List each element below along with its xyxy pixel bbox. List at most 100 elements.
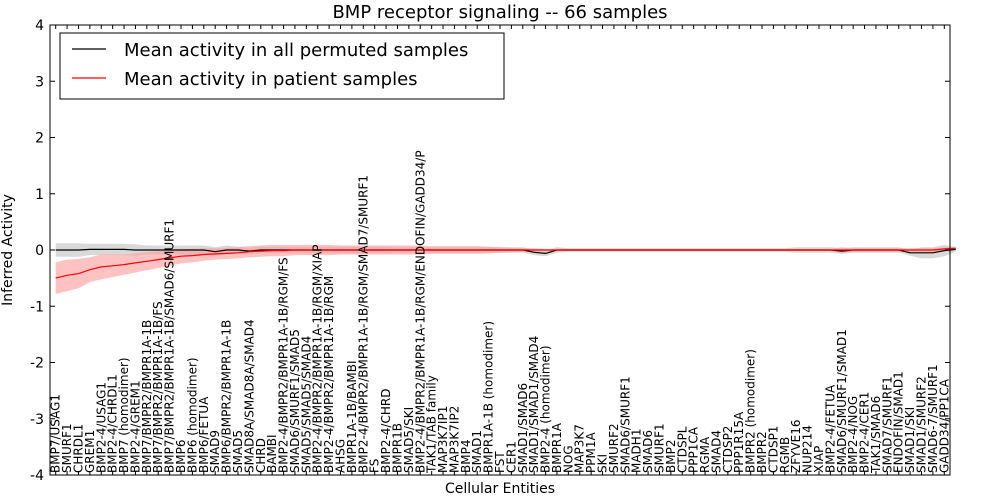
x-tick-label: BMP2-4/NOG [846, 396, 860, 473]
x-tick-label: TAK1/TAB family [425, 375, 439, 474]
x-tick-label: MAP3K7 [573, 424, 587, 473]
y-tick-label: -2 [30, 356, 44, 372]
x-tick-label: BMP6 (homodimer) [185, 357, 199, 473]
y-tick-label: -3 [30, 412, 44, 428]
x-tick-label: FS [368, 459, 382, 473]
x-tick-label: RGMA [698, 436, 712, 473]
legend: Mean activity in all permuted samples Me… [59, 32, 505, 100]
legend-label-permuted: Mean activity in all permuted samples [124, 40, 468, 61]
x-tick-label: SMAD6 [641, 430, 655, 473]
x-tick-label: SMURF1 [60, 423, 74, 473]
x-tick-label: MAP3K7IP2 [447, 406, 461, 473]
x-tick-label: BMP2-4/USAG1 [94, 382, 108, 473]
x-tick-label: SMAD5/SMAD5/SMAD4 [299, 336, 313, 473]
y-tick-label: 2 [35, 131, 44, 147]
x-tick-label: GREM1 [83, 430, 97, 473]
x-tick-label: SMURF1 [653, 423, 667, 473]
x-tick-label: SMAD1/SMAD1/SMAD4 [527, 336, 541, 473]
x-tick-label: AHSG [334, 439, 348, 473]
x-tick-label: NUP214 [801, 425, 815, 473]
x-tick-label: BMPR1A-1B/BAMBI [345, 360, 359, 473]
x-tick-label: BMPR2 [755, 431, 769, 473]
x-tick-label: BMP2-4/BMPR2/BMPR1A-1B/RGM/XIAP [311, 244, 325, 473]
x-tick-label: CTDSP1 [766, 426, 780, 473]
x-tick-label: BMP6/FETUA [197, 396, 211, 473]
x-tick-label: TAK1/SMAD6 [869, 396, 883, 474]
x-tick-label: SMAD8A/SMAD8A/SMAD4 [242, 319, 256, 473]
x-tick-label: MADH1 [630, 429, 644, 473]
x-tick-label: BAMBI [265, 434, 279, 473]
x-tick-label: SMAD6/SMURF1/SMAD1 [835, 329, 849, 473]
y-axis: -4 -3 -2 -1 0 1 2 3 4 [30, 18, 950, 484]
x-tick-label: CHRDL1 [72, 424, 86, 473]
x-tick-label: SMAD6/SMURF1/SMAD5 [288, 329, 302, 473]
x-tick-label: SMAD1 [470, 430, 484, 473]
y-tick-label: 0 [35, 243, 44, 259]
x-tick-label: BMP7/BMPR2/BMPR1A-1B [140, 320, 154, 473]
x-tick-label: PPP1R15A [732, 411, 746, 473]
x-tick-label: SMAD1/SKI [903, 407, 917, 473]
x-tick-label: SMURF2 [607, 423, 621, 473]
x-tick-label: BMP6 [174, 440, 188, 473]
x-tick-label: SMAD5 [231, 430, 245, 473]
y-tick-label: -4 [30, 468, 44, 484]
x-tick-label: MAP3K7IP1 [436, 406, 450, 473]
y-tick-label: 1 [35, 187, 44, 203]
confidence-bands [55, 243, 956, 294]
x-tick-label: BMP2-4/BMPR2/BMPR1A-1B/RGM/FS [277, 257, 291, 473]
x-tick-label: BMP2-4/BMPR2/BMPR1A-1B/RGM/ENDOFIN/GADD3… [413, 150, 427, 473]
x-tick-label: BMP7 (homodimer) [117, 357, 131, 473]
x-tick-label: SMAD4 [710, 430, 724, 473]
x-tick-label: CTDSP2 [721, 426, 735, 473]
x-tick-label: BMP2-4/CHRDL1 [106, 374, 120, 473]
x-tick-label: ZFYVE16 [789, 419, 803, 473]
x-tick-label: SMAD5/SKI [402, 407, 416, 473]
x-tick-label: BMP2-4/CHRD [379, 389, 393, 473]
y-tick-label: 3 [35, 74, 44, 90]
x-tick-label: BMP6/BMPR2/BMPR1A-1B [220, 320, 234, 473]
x-tick-label: CTDSPL [675, 426, 689, 473]
x-tick-label: BMP2-4/CER1 [858, 392, 872, 473]
x-tick-label: SMAD1/SMURF2 [915, 376, 929, 473]
x-tick-label: SMAD6-7/SMURF1 [926, 364, 940, 473]
x-tick-label: SMAD6/SMURF1 [618, 376, 632, 473]
x-tick-label: BMP7/BMPR2/BMPR1A-1B/SMAD6/SMURF1 [163, 219, 177, 473]
x-tick-label: BMP7/BMPR2/BMPR1A-1B/FS [151, 301, 165, 473]
y-tick-label: -1 [30, 299, 44, 315]
x-tick-label: FST [493, 451, 507, 473]
x-tick-label: SMAD9 [208, 430, 222, 473]
x-tick-label: BMPR1A-1B (homodimer) [482, 321, 496, 473]
x-tick-label: BMPR1B [391, 423, 405, 473]
x-tick-label: CHRD [254, 438, 268, 473]
x-tick-label: SKI [596, 454, 610, 473]
x-axis-label: Cellular Entities [445, 481, 555, 497]
x-tick-label: BMPR2 (homodimer) [744, 349, 758, 473]
x-tick-label: ENDOFIN/SMAD1 [892, 371, 906, 473]
x-tick-label: SMAD7/SMURF1 [880, 376, 894, 473]
x-tick-label: BMP2-4/BMPR2/BMPR1A-1B/RGM [322, 276, 336, 473]
x-tick-label: BMP2-4 (homodimer) [539, 345, 553, 473]
x-tick-label: BMPR1A [550, 422, 564, 473]
x-tick-label: NOG [561, 445, 575, 473]
x-tick-label: BMP2-4/GREM1 [128, 380, 142, 473]
legend-label-patient: Mean activity in patient samples [124, 69, 418, 90]
series-line-1 [55, 247, 956, 279]
y-axis-label: Inferred Activity [0, 194, 16, 306]
x-tick-label: XIAP [812, 446, 826, 473]
x-tick-label: BMP2 [664, 440, 678, 473]
series-lines [55, 247, 956, 279]
chart-title: BMP receptor signaling -- 66 samples [332, 2, 667, 23]
x-tick-label: RGMB [778, 437, 792, 473]
x-tick-label: GADD34/PP1CA [937, 378, 951, 473]
x-tick-label: PPM1A [584, 432, 598, 473]
x-tick-label: BMP2-4/BMPR2/BMPR1A-1B/RGM/SMAD7/SMURF1 [356, 175, 370, 473]
x-axis: BMP7/USAG1SMURF1CHRDL1GREM1BMP2-4/USAG1B… [49, 25, 951, 475]
x-tick-label: BMP4 [459, 440, 473, 473]
x-tick-label: SMAD1/SMAD6 [516, 383, 530, 473]
legend-box [59, 32, 505, 100]
x-tick-label: BMP2-4/FETUA [823, 384, 837, 473]
y-tick-label: 4 [35, 18, 44, 34]
x-tick-label: CER1 [504, 441, 518, 473]
x-tick-label: PPP1CA [687, 426, 701, 473]
